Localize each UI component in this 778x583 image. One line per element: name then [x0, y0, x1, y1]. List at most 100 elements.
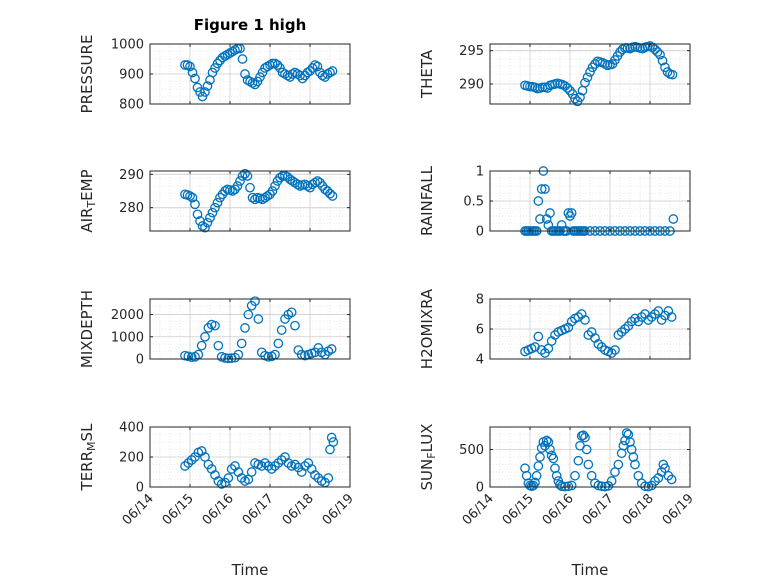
data-point	[220, 186, 230, 196]
data-point	[235, 176, 245, 186]
data-point	[310, 470, 320, 480]
data-point	[307, 63, 318, 73]
data-point	[542, 83, 553, 93]
subplot-1: 800 900 1000 PRESSURE Figure 1 high	[78, 16, 351, 114]
data-point	[197, 221, 208, 231]
data-point	[313, 473, 324, 483]
series-points	[180, 168, 338, 233]
data-point	[262, 191, 273, 201]
y-axis-label: H2OMIXRA	[418, 288, 436, 369]
data-point	[666, 474, 677, 485]
subplot-3: 280 290 AIRTEMP	[78, 168, 351, 233]
data-point	[640, 481, 650, 492]
data-point	[237, 54, 248, 64]
data-point	[247, 192, 258, 203]
x-tick-label: 06/16	[540, 491, 577, 528]
chart-title: Figure 1 high	[194, 16, 307, 34]
data-point	[548, 453, 559, 464]
y-tick-label: 290	[119, 168, 144, 183]
data-point	[256, 347, 267, 358]
subplot-7: 0 200 400 06/14 06/15 06/16 06/17 06/18 06/19 Tim…	[78, 421, 357, 580]
y-axis-label-subscript: M	[85, 441, 98, 451]
data-point	[200, 87, 210, 97]
data-point	[260, 458, 270, 468]
data-point	[666, 312, 677, 322]
data-point	[575, 92, 585, 103]
y-axis-label-part: SL	[78, 423, 96, 442]
x-tick-label: 06/14	[460, 491, 497, 528]
x-tick-label: 06/19	[660, 491, 697, 528]
data-point	[596, 342, 607, 352]
data-point	[536, 184, 547, 194]
data-point	[180, 461, 190, 471]
x-tick-label: 06/15	[500, 491, 537, 528]
y-tick-label: 900	[119, 68, 144, 83]
data-point	[280, 69, 290, 79]
x-tick-label: 06/19	[320, 491, 357, 528]
data-point	[312, 61, 323, 72]
data-point	[213, 476, 224, 486]
data-point	[270, 461, 280, 471]
data-point	[550, 330, 560, 340]
data-point	[322, 186, 333, 196]
data-point	[327, 191, 338, 201]
data-point	[186, 455, 197, 465]
y-axis-label-part: THETA	[418, 49, 436, 99]
data-point	[266, 464, 277, 474]
data-point	[613, 459, 624, 470]
y-axis-label-part: MIXDEPTH	[78, 290, 96, 368]
data-point	[217, 52, 228, 63]
data-point	[650, 44, 660, 55]
data-point	[626, 316, 637, 327]
data-point	[210, 202, 220, 213]
data-point	[265, 60, 275, 70]
data-point	[182, 60, 193, 70]
data-point	[202, 217, 213, 228]
data-point	[566, 480, 577, 491]
x-tick-label: 06/17	[240, 491, 277, 528]
data-point	[668, 214, 679, 224]
y-axis-label: THETA	[418, 49, 436, 99]
y-tick-label: 1000	[111, 38, 144, 53]
data-point	[596, 481, 607, 492]
minor-grid	[150, 299, 350, 359]
data-point	[650, 309, 660, 319]
data-point	[556, 481, 567, 492]
data-point	[263, 461, 274, 471]
data-point	[603, 481, 614, 491]
data-point	[240, 323, 250, 333]
data-point	[541, 435, 552, 446]
data-point	[545, 208, 555, 218]
data-point	[240, 168, 250, 179]
data-point	[220, 353, 230, 363]
y-axis-label: PRESSURE	[78, 35, 96, 114]
data-point	[583, 459, 594, 470]
data-point	[277, 67, 288, 78]
data-point	[246, 467, 257, 477]
y-axis-label-part: AIR	[78, 208, 96, 233]
data-point	[253, 314, 264, 324]
data-point	[653, 306, 664, 316]
data-point	[325, 188, 335, 199]
data-point	[545, 444, 555, 455]
data-point	[328, 437, 339, 447]
y-axis-label-part: LUX	[418, 424, 436, 453]
subplot-5: 0 1000 2000 MIXDEPTH	[78, 290, 351, 368]
y-tick-label: 500	[459, 443, 484, 458]
series-points	[180, 296, 337, 364]
subplot-6: 4 6 8 H2OMIXRA	[418, 288, 691, 369]
data-point	[186, 352, 197, 363]
data-point	[535, 214, 545, 224]
x-tick-label: 06/18	[280, 491, 317, 528]
data-point	[581, 444, 592, 455]
data-point	[305, 66, 315, 76]
data-point	[616, 327, 627, 337]
data-point	[327, 66, 338, 76]
data-point	[646, 312, 657, 322]
data-point	[580, 77, 590, 88]
y-axis-label: MIXDEPTH	[78, 290, 96, 368]
y-axis-label-part: H2OMIXRA	[418, 288, 436, 369]
data-point	[533, 331, 544, 342]
data-point	[562, 83, 573, 93]
data-point	[662, 67, 673, 77]
